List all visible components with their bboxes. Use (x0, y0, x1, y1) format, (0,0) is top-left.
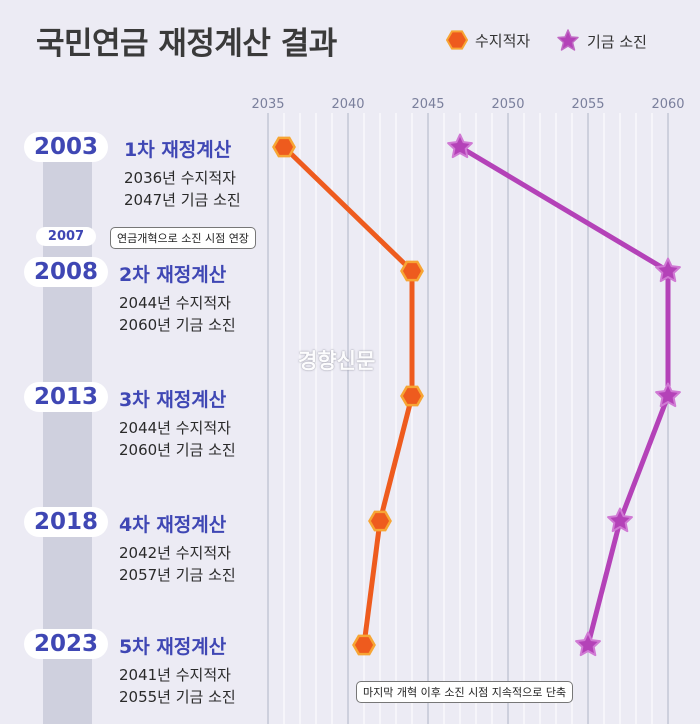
round-desc-1: 2036년 수지적자 2047년 기금 소진 (124, 167, 241, 211)
deficit-text-2: 2044년 수지적자 (119, 294, 231, 312)
depletion-text-4: 2057년 기금 소진 (119, 566, 236, 584)
x-tick-label: 2035 (251, 97, 284, 112)
depletion-point (655, 382, 681, 408)
series-line-depletion (458, 144, 671, 646)
x-tick-label: 2060 (651, 97, 684, 112)
depletion-text-5: 2055년 기금 소진 (119, 688, 236, 706)
round-title-2: 2차 재정계산 (119, 264, 227, 286)
round-title-4: 4차 재정계산 (119, 514, 227, 536)
legend-item-depletion: 기금 소진 (556, 29, 647, 53)
x-tick-label: 2050 (491, 97, 524, 112)
x-tick-label: 2040 (331, 97, 364, 112)
year-pill-2008: 2008 (24, 257, 108, 287)
deficit-text-1: 2036년 수지적자 (124, 169, 236, 187)
bottom-callout: 마지막 개혁 이후 소진 시점 지속적으로 단축 (356, 681, 574, 703)
depletion-point (447, 133, 473, 159)
round-title-3: 3차 재정계산 (119, 389, 227, 411)
deficit-text-4: 2042년 수지적자 (119, 544, 231, 562)
round-desc-5: 2041년 수지적자 2055년 기금 소진 (119, 664, 236, 708)
depletion-text-2: 2060년 기금 소진 (119, 316, 236, 334)
watermark: 경향신문 (298, 349, 376, 373)
deficit-point (368, 510, 392, 532)
depletion-point (655, 257, 681, 283)
depletion-text-1: 2047년 기금 소진 (124, 191, 241, 209)
legend-label-deficit: 수지적자 (475, 31, 531, 50)
deficit-point (352, 634, 376, 656)
deficit-text-3: 2044년 수지적자 (119, 419, 231, 437)
depletion-point (575, 631, 601, 657)
deficit-point (400, 260, 424, 282)
round-title-1: 1차 재정계산 (124, 139, 232, 161)
round-desc-4: 2042년 수지적자 2057년 기금 소진 (119, 542, 236, 586)
star-icon (557, 29, 579, 51)
depletion-point (607, 507, 633, 533)
round-title-5: 5차 재정계산 (119, 636, 227, 658)
deficit-point (272, 136, 296, 158)
x-tick-label: 2055 (571, 97, 604, 112)
depletion-text-3: 2060년 기금 소진 (119, 441, 236, 459)
round-desc-2: 2044년 수지적자 2060년 기금 소진 (119, 292, 236, 336)
deficit-text-5: 2041년 수지적자 (119, 666, 231, 684)
year-pill-2018: 2018 (24, 507, 108, 537)
chart-title: 국민연금 재정계산 결과 (36, 26, 337, 62)
year-pill-2003: 2003 (24, 132, 108, 162)
deficit-point (400, 385, 424, 407)
legend-label-depletion: 기금 소진 (587, 32, 647, 51)
legend-item-deficit: 수지적자 (446, 29, 530, 51)
round-desc-3: 2044년 수지적자 2060년 기금 소진 (119, 417, 236, 461)
year-pill-2007: 2007 (36, 227, 96, 246)
year-pill-2023: 2023 (24, 629, 108, 659)
year-pill-2013: 2013 (24, 382, 108, 412)
note-2007-callout: 연금개혁으로 소진 시점 연장 (110, 227, 256, 249)
x-tick-label: 2045 (411, 97, 444, 112)
hexagon-icon (446, 30, 468, 50)
